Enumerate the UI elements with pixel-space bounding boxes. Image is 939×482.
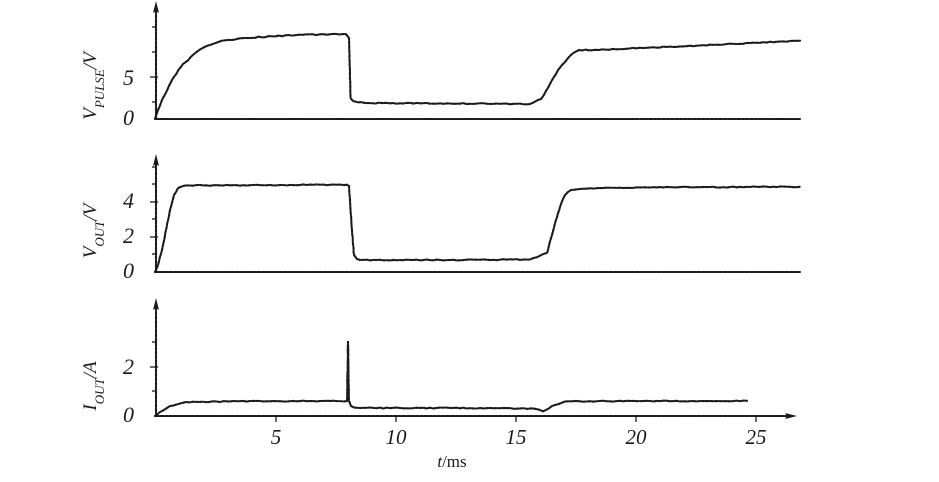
svg-text:2: 2 xyxy=(123,223,134,248)
svg-text:4: 4 xyxy=(123,188,134,213)
svg-text:15: 15 xyxy=(506,425,527,449)
svg-text:0: 0 xyxy=(123,258,134,283)
svg-text:5: 5 xyxy=(123,65,134,90)
svg-text:0: 0 xyxy=(123,105,134,130)
svg-text:20: 20 xyxy=(626,425,648,449)
svg-text:5: 5 xyxy=(271,425,282,449)
svg-text:10: 10 xyxy=(386,425,408,449)
svg-text:2: 2 xyxy=(123,354,134,379)
svg-text:t/ms: t/ms xyxy=(437,452,466,471)
svg-text:25: 25 xyxy=(746,425,767,449)
svg-text:0: 0 xyxy=(123,402,134,427)
